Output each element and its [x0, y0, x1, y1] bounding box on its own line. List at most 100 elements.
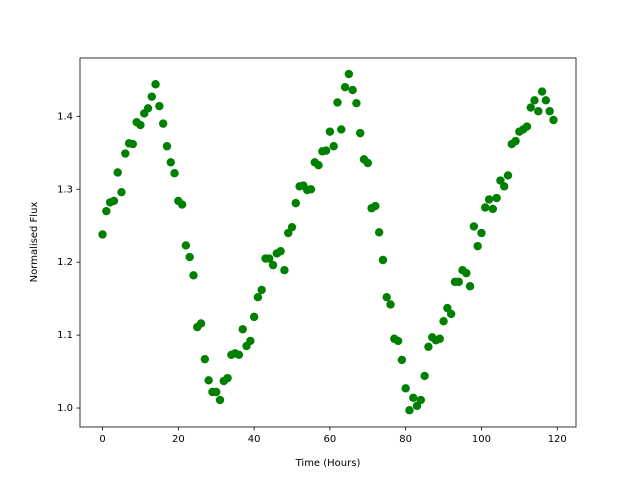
point: [117, 187, 126, 197]
point: [439, 317, 448, 326]
point: [223, 373, 232, 383]
point: [238, 325, 247, 334]
point: [469, 222, 479, 231]
point: [257, 285, 266, 295]
point: [409, 393, 418, 403]
point: [314, 160, 323, 170]
point: [401, 384, 410, 393]
point: [329, 142, 338, 151]
point: [465, 282, 475, 291]
axes-frame: [79, 57, 577, 428]
point: [371, 201, 380, 211]
point: [200, 354, 210, 364]
point: [321, 146, 331, 155]
y-tick-label: 1.0: [57, 403, 73, 414]
point: [420, 371, 429, 381]
point: [363, 158, 372, 168]
point: [128, 139, 138, 149]
point: [234, 350, 244, 360]
point: [348, 85, 357, 95]
point: [499, 182, 509, 191]
point: [526, 103, 535, 112]
y-axis-label: Normalised Flux: [29, 202, 40, 283]
point: [344, 69, 354, 79]
point: [151, 80, 160, 89]
point: [503, 171, 513, 180]
x-tick-label: 20: [172, 434, 185, 445]
point: [113, 168, 122, 177]
point: [265, 254, 274, 263]
point: [416, 395, 426, 405]
point: [511, 136, 520, 146]
point: [374, 228, 384, 237]
point: [143, 104, 153, 113]
x-tick-label: 60: [324, 434, 337, 445]
point: [537, 87, 547, 96]
point: [158, 119, 168, 128]
point: [162, 142, 172, 151]
point: [481, 203, 490, 212]
point: [246, 336, 255, 346]
x-tick-label: 80: [399, 434, 412, 445]
point: [325, 127, 335, 136]
point: [473, 241, 482, 251]
point: [352, 99, 361, 108]
point: [522, 122, 532, 131]
point: [102, 206, 111, 216]
point: [386, 300, 395, 309]
point: [541, 96, 551, 105]
point: [530, 96, 539, 105]
point: [424, 342, 433, 351]
point: [185, 252, 194, 262]
point: [170, 169, 179, 178]
point: [382, 292, 391, 302]
point: [356, 128, 365, 138]
point: [276, 247, 285, 256]
x-axis-label: Time (Hours): [295, 458, 361, 469]
y-tick-label: 1.3: [57, 184, 73, 195]
point: [488, 204, 498, 214]
point: [378, 255, 388, 265]
point: [177, 200, 187, 209]
point: [446, 309, 456, 319]
point: [204, 376, 213, 385]
point: [155, 101, 164, 111]
point: [484, 195, 494, 204]
x-tick-label: 40: [248, 434, 261, 445]
point: [462, 268, 471, 278]
x-tick-label: 120: [548, 434, 567, 445]
point: [212, 387, 221, 397]
point: [534, 107, 543, 116]
point: [280, 266, 289, 275]
point: [196, 319, 206, 328]
point: [121, 149, 130, 158]
x-tick-label: 100: [472, 434, 491, 445]
point: [549, 115, 558, 125]
point: [215, 395, 225, 405]
point: [477, 228, 486, 238]
point: [98, 230, 107, 239]
point: [337, 125, 346, 134]
point: [435, 334, 444, 343]
point: [166, 158, 175, 167]
point: [147, 92, 157, 101]
point: [268, 260, 278, 270]
point: [291, 198, 300, 208]
point: [109, 196, 119, 206]
y-tick-label: 1.4: [57, 111, 73, 122]
point: [136, 120, 145, 130]
point: [545, 107, 554, 116]
point: [397, 355, 407, 365]
point: [393, 336, 403, 346]
point: [306, 185, 316, 194]
y-tick-label: 1.2: [57, 257, 73, 268]
point: [249, 312, 259, 322]
y-tick-label: 1.1: [57, 330, 73, 341]
point: [287, 222, 297, 232]
point: [340, 82, 350, 92]
point: [405, 406, 414, 415]
point: [454, 277, 463, 287]
point: [181, 241, 191, 250]
point: [492, 193, 501, 203]
